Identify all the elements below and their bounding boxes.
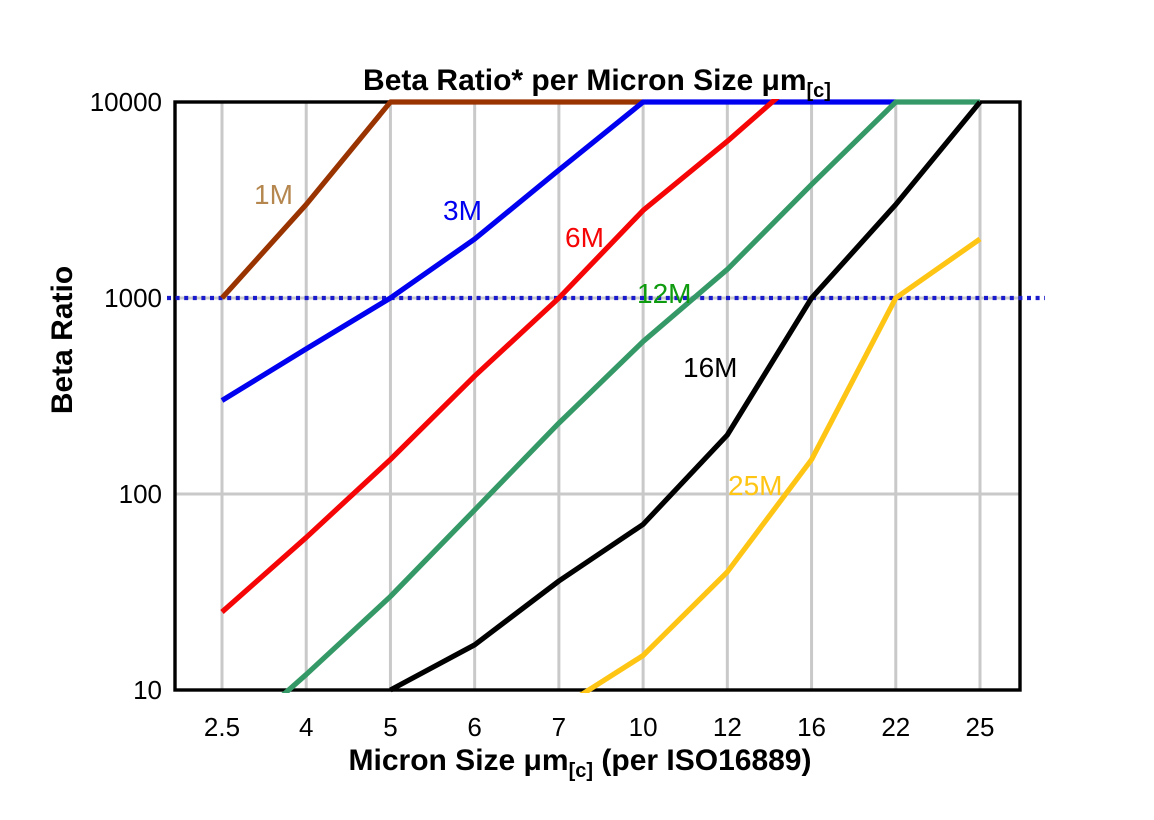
- series-line-1M: [220, 99, 644, 300]
- x-tick-label: 7: [552, 712, 566, 742]
- gridlines: [175, 102, 1020, 690]
- x-tick-label: 12: [713, 712, 742, 742]
- series-line-6M: [220, 99, 780, 614]
- series-label-12M: 12M: [637, 278, 691, 309]
- x-tick-label: 22: [881, 712, 910, 742]
- plot-frame: [173, 100, 1022, 692]
- y-tick-label: 10000: [90, 87, 162, 117]
- series-label-16M: 16M: [683, 352, 737, 383]
- series-label-6M: 6M: [565, 222, 604, 253]
- y-axis-title: Beta Ratio: [46, 266, 79, 414]
- series-label-1M: 1M: [254, 179, 293, 210]
- x-tick-label: 4: [299, 712, 313, 742]
- series-line-3M: [220, 99, 896, 403]
- series-line-16M: [389, 100, 983, 693]
- series-line-12M: [281, 99, 980, 693]
- x-axis-title: Micron Size μm[c] (per ISO16889): [349, 744, 812, 782]
- chart-title: Beta Ratio* per Micron Size μm[c]: [363, 64, 831, 102]
- series-label-3M: 3M: [443, 195, 482, 226]
- x-tick-label: 6: [467, 712, 481, 742]
- series-line-25M: [579, 236, 982, 693]
- y-tick-label: 1000: [104, 283, 162, 313]
- series-lines: [220, 99, 983, 693]
- series-label-25M: 25M: [728, 470, 782, 501]
- x-tick-label: 2.5: [204, 712, 240, 742]
- y-tick-label: 10: [133, 675, 162, 705]
- x-tick-label: 5: [383, 712, 397, 742]
- x-tick-label: 25: [966, 712, 995, 742]
- x-tick-label: 16: [797, 712, 826, 742]
- x-tick-label: 10: [629, 712, 658, 742]
- y-tick-label: 100: [119, 479, 162, 509]
